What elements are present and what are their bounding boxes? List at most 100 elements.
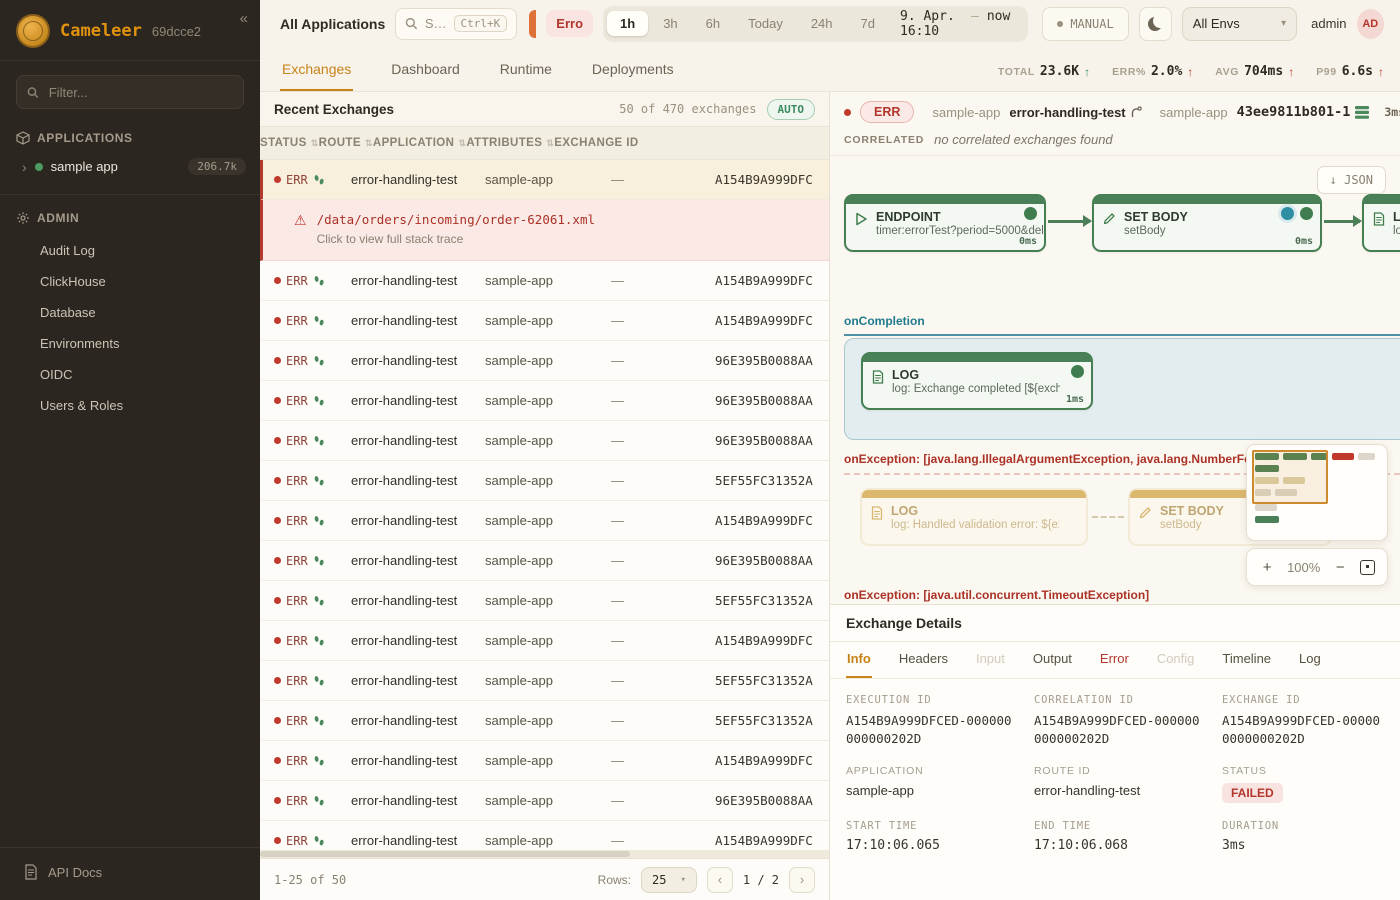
flow-route-name[interactable]: error-handling-test: [1009, 105, 1142, 120]
table-row[interactable]: ERR error-handling-test sample-app — 5EF…: [260, 701, 829, 741]
sort-icon: ⇅: [546, 137, 555, 148]
panel-title: Recent Exchanges: [274, 101, 395, 117]
column-header[interactable]: ROUTE ⇅: [318, 137, 373, 149]
route-fork-icon: [1131, 106, 1142, 117]
time-range-button[interactable]: Today: [748, 16, 783, 31]
prev-page-button[interactable]: ‹: [706, 866, 733, 893]
oncompletion-container: LOG log: Exchange completed [${exchan 1m…: [844, 338, 1400, 440]
column-header[interactable]: STATUS ⇅: [260, 137, 319, 149]
table-row[interactable]: ERR error-handling-test sample-app — A15…: [260, 261, 829, 301]
flow-node-completion-log[interactable]: LOG log: Exchange completed [${exchan 1m…: [861, 352, 1093, 410]
sidebar-item-sample-app[interactable]: › sample app 206.7k: [0, 151, 260, 182]
page-title: All Applications: [280, 15, 386, 32]
table-row[interactable]: ERR error-handling-test sample-app — A15…: [260, 301, 829, 341]
table-row[interactable]: ERR error-handling-test sample-app — 96E…: [260, 541, 829, 581]
footprints-icon: [314, 795, 324, 805]
footprints-icon: [314, 475, 324, 485]
footprints-icon: [314, 715, 324, 725]
time-range-button[interactable]: 6h: [705, 16, 721, 31]
details-tab[interactable]: Timeline: [1222, 651, 1272, 666]
table-row[interactable]: ERR error-handling-test sample-app — 96E…: [260, 421, 829, 461]
filter-chip-fragment[interactable]: [529, 9, 537, 38]
table-row[interactable]: ERR error-handling-test sample-app — 5EF…: [260, 581, 829, 621]
sidebar-admin-item[interactable]: Audit Log: [40, 243, 95, 258]
sidebar-admin-item[interactable]: Database: [40, 305, 96, 320]
table-row[interactable]: ERR error-handling-test sample-app — 96E…: [260, 781, 829, 821]
route-flow-canvas[interactable]: ↓ JSON ENDPOINT timer:errorTest?period=5…: [830, 156, 1400, 604]
table-row[interactable]: ERR error-handling-test sample-app — A15…: [260, 501, 829, 541]
auto-refresh-badge[interactable]: AUTO: [766, 98, 815, 120]
onexception-label-1: onException: [java.lang.IllegalArgumentE…: [844, 452, 1400, 475]
flow-node-endpoint[interactable]: ENDPOINT timer:errorTest?period=5000&del…: [844, 194, 1046, 252]
minimap-viewport[interactable]: [1252, 450, 1328, 504]
sidebar-admin-item[interactable]: OIDC: [40, 367, 73, 382]
table-row[interactable]: ERR error-handling-test sample-app — A15…: [260, 741, 829, 781]
details-tab[interactable]: Headers: [898, 651, 948, 666]
flow-app-name-2: sample-app: [1159, 104, 1228, 120]
error-detail-row[interactable]: ⚠ /data/orders/incoming/order-62061.xml …: [260, 200, 829, 261]
flow-node-log[interactable]: LOG log: Sta: [1362, 194, 1400, 252]
zoom-out-button[interactable]: −: [1335, 558, 1345, 576]
details-tab[interactable]: Config: [1156, 651, 1195, 666]
column-header[interactable]: APPLICATION ⇅: [372, 137, 467, 149]
global-search[interactable]: S… Ctrl+K: [395, 7, 518, 40]
table-row[interactable]: ERR error-handling-test sample-app — 96E…: [260, 381, 829, 421]
search-shortcut-kbd: Ctrl+K: [453, 15, 508, 32]
details-title: Exchange Details: [830, 605, 1400, 642]
manual-refresh-button[interactable]: MANUAL: [1042, 6, 1129, 41]
download-json-button[interactable]: ↓ JSON: [1316, 166, 1386, 194]
date-range-display[interactable]: 9. Apr. 16:10– now: [900, 8, 1011, 39]
sidebar-admin-item[interactable]: ClickHouse: [40, 274, 106, 289]
flow-node-setbody[interactable]: SET BODY setBody 0ms: [1092, 194, 1322, 252]
zoom-in-button[interactable]: +: [1262, 558, 1272, 576]
main-tab[interactable]: Runtime: [499, 61, 552, 77]
flow-arrow: [1048, 215, 1092, 227]
table-row-selected[interactable]: ERR error-handling-test sample-app — A15…: [260, 160, 829, 200]
admin-nav-list: Audit Log ClickHouse Database Environmen…: [0, 235, 260, 421]
exchange-id-short[interactable]: 43ee9811b801-1: [1237, 104, 1370, 120]
sidebar-collapse-button[interactable]: «: [239, 10, 248, 27]
avatar[interactable]: AD: [1356, 8, 1384, 39]
column-header[interactable]: EXCHANGE ID: [554, 137, 639, 149]
filter-input[interactable]: [46, 83, 233, 101]
zoom-fit-button[interactable]: [1360, 559, 1376, 575]
api-docs-link[interactable]: API Docs: [0, 847, 260, 900]
trend-arrow-icon: ↑: [1084, 64, 1091, 79]
table-row[interactable]: ERR error-handling-test sample-app — 5EF…: [260, 661, 829, 701]
table-row[interactable]: ERR error-handling-test sample-app — A15…: [260, 821, 829, 850]
table-row[interactable]: ERR error-handling-test sample-app — 96E…: [260, 341, 829, 381]
main-tab[interactable]: Dashboard: [391, 61, 460, 77]
column-header[interactable]: ATTRIBUTES ⇅: [466, 137, 555, 149]
error-dot-icon: [274, 517, 281, 524]
table-row[interactable]: ERR error-handling-test sample-app — A15…: [260, 621, 829, 661]
horizontal-scrollbar[interactable]: [260, 850, 829, 858]
rows-per-page-select[interactable]: 25 ▾: [641, 866, 697, 893]
trend-arrow-icon: ↑: [1288, 64, 1295, 79]
details-tab[interactable]: Input: [975, 651, 1005, 666]
table-row[interactable]: ERR error-handling-test sample-app — 5EF…: [260, 461, 829, 501]
time-range-control: 1h 3h 6h Today 24h 7d 9. Apr. 16:10– now: [603, 5, 1029, 42]
chevron-right-icon[interactable]: ›: [22, 158, 27, 175]
error-dot-icon: [274, 277, 281, 284]
main-tab[interactable]: Deployments: [591, 61, 674, 77]
flow-minimap[interactable]: [1246, 444, 1388, 541]
main-tab[interactable]: Exchanges: [280, 51, 354, 91]
next-page-button[interactable]: ›: [789, 866, 815, 893]
sidebar-filter[interactable]: [16, 75, 244, 109]
time-range-button[interactable]: 3h: [663, 16, 678, 31]
error-filter-chip[interactable]: Erro: [546, 10, 594, 37]
details-tab[interactable]: Info: [846, 642, 872, 678]
scrollbar-thumb[interactable]: [260, 851, 630, 857]
details-tab[interactable]: Error: [1099, 651, 1129, 666]
flow-node-exception-log[interactable]: LOG log: Handled validation error: ${exc…: [860, 488, 1088, 546]
time-range-button[interactable]: 24h: [810, 16, 833, 31]
topbar: All Applications S… Ctrl+K Erro 1h 3h 6h…: [260, 0, 1400, 47]
time-range-button[interactable]: 7d: [860, 16, 875, 31]
sidebar-admin-item[interactable]: Users & Roles: [40, 398, 124, 413]
env-select[interactable]: All Envs ▾: [1181, 6, 1298, 41]
sidebar-admin-item[interactable]: Environments: [40, 336, 120, 351]
dark-mode-toggle[interactable]: [1138, 6, 1172, 41]
time-range-button[interactable]: 1h: [607, 11, 649, 36]
details-tab[interactable]: Log: [1299, 651, 1321, 666]
details-tab[interactable]: Output: [1032, 651, 1072, 666]
